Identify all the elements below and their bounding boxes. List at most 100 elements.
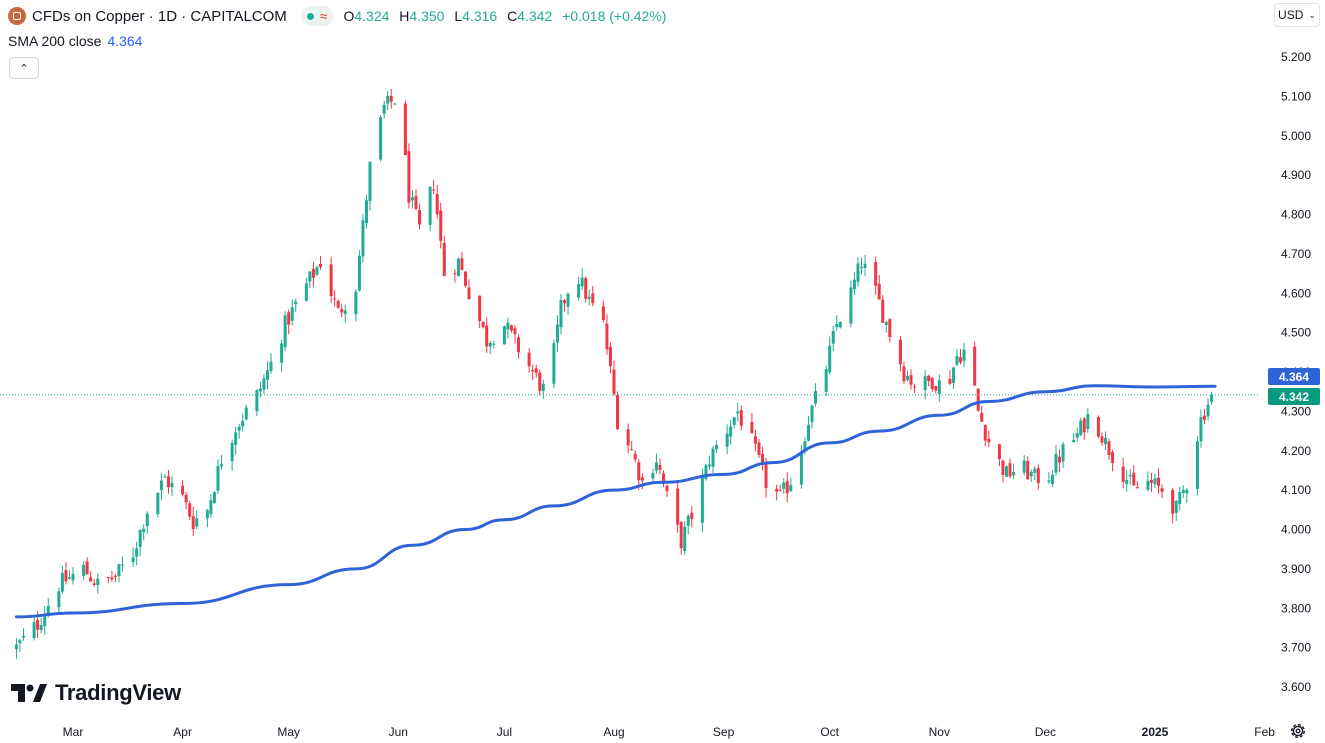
gear-icon[interactable]	[1289, 722, 1307, 740]
candle	[308, 271, 312, 288]
candle	[368, 161, 372, 211]
candle	[96, 573, 100, 594]
candle	[736, 402, 740, 422]
candle	[513, 324, 517, 344]
x-tick-label: May	[277, 725, 300, 739]
candle	[948, 369, 952, 385]
candle	[110, 571, 114, 583]
candle	[1128, 469, 1132, 486]
candle	[209, 494, 213, 518]
candle	[315, 265, 319, 276]
candle	[280, 339, 284, 372]
candle	[806, 415, 810, 442]
candle	[1096, 415, 1100, 439]
candle	[707, 455, 711, 470]
candle	[877, 275, 881, 300]
y-tick-label: 4.500	[1281, 326, 1311, 340]
currency-button[interactable]: USD ⌄	[1274, 3, 1320, 27]
candle	[453, 269, 457, 283]
candle	[662, 470, 666, 487]
sma-indicator-value: 4.364	[107, 33, 143, 49]
candle	[831, 325, 835, 352]
candle	[997, 443, 1001, 467]
copper-logo-icon	[8, 7, 26, 25]
candle	[435, 184, 439, 219]
candle	[683, 521, 687, 556]
candle	[898, 335, 902, 372]
candle	[852, 272, 856, 296]
candle	[418, 203, 422, 230]
sma-indicator-legend[interactable]: SMA 200 close 4.364	[8, 33, 142, 49]
candle	[195, 510, 199, 530]
candle	[57, 587, 61, 613]
candle	[414, 189, 418, 211]
chevron-up-icon: ⌃	[19, 62, 29, 75]
candle	[715, 440, 719, 454]
candle	[1132, 464, 1136, 486]
candle	[403, 100, 407, 156]
candle	[135, 541, 139, 566]
candle	[1050, 470, 1054, 487]
x-tick-label: Oct	[820, 725, 839, 739]
tradingview-logo[interactable]: TradingView	[11, 680, 181, 706]
candle	[566, 292, 570, 315]
candle	[679, 521, 683, 555]
x-tick-label: Nov	[929, 725, 950, 739]
candle	[704, 463, 708, 481]
candle	[456, 257, 460, 277]
candle	[782, 478, 786, 494]
candle	[1075, 427, 1079, 442]
candle	[1195, 435, 1199, 496]
y-tick-label: 5.200	[1281, 50, 1311, 64]
candle	[700, 468, 704, 533]
candle	[43, 606, 47, 635]
brand-name: TradingView	[55, 680, 181, 705]
high-value: 4.350	[409, 8, 445, 24]
candle	[18, 638, 22, 652]
currency-label: USD	[1278, 8, 1304, 22]
candle	[983, 424, 987, 447]
candle	[534, 364, 538, 378]
candle	[612, 360, 616, 396]
wave-icon: ≈	[319, 8, 328, 24]
candle	[343, 304, 347, 323]
candle	[753, 429, 757, 452]
x-tick-label: 2025	[1142, 725, 1169, 739]
candle	[467, 279, 471, 301]
candle	[828, 336, 832, 375]
candle	[1072, 433, 1076, 443]
y-tick-label: 5.000	[1281, 129, 1311, 143]
symbol-title[interactable]: CFDs on Copper · 1D · CAPITALCOM	[32, 7, 287, 25]
close-value: 4.342	[517, 8, 553, 24]
y-tick-label: 5.100	[1281, 89, 1311, 103]
candle	[255, 389, 259, 417]
candle	[626, 423, 630, 454]
collapse-legend-button[interactable]: ⌃	[9, 57, 39, 79]
candle	[676, 482, 680, 533]
x-tick-label: Apr	[173, 725, 192, 739]
candle	[739, 405, 743, 431]
candle	[1079, 417, 1083, 437]
candle	[244, 404, 248, 421]
candle	[113, 573, 117, 583]
candle	[934, 385, 938, 394]
candle	[849, 280, 853, 328]
candle	[60, 565, 64, 594]
candle	[580, 268, 584, 291]
candle	[258, 381, 262, 398]
candle	[902, 361, 906, 384]
candle	[761, 446, 765, 471]
sma-indicator-label: SMA 200 close	[8, 33, 102, 49]
candle	[789, 477, 793, 492]
candle	[39, 617, 43, 634]
candle	[881, 294, 885, 324]
candle	[262, 374, 266, 394]
sma-200-line	[14, 384, 1217, 619]
price-axis: 3.600 3.700 3.800 3.900 4.000 4.100 4.200 4.300…	[1281, 50, 1311, 694]
candle	[506, 317, 510, 339]
candle	[230, 439, 234, 471]
market-status[interactable]: ≈	[300, 6, 334, 26]
candle	[1206, 398, 1210, 421]
y-tick-label: 4.200	[1281, 444, 1311, 458]
